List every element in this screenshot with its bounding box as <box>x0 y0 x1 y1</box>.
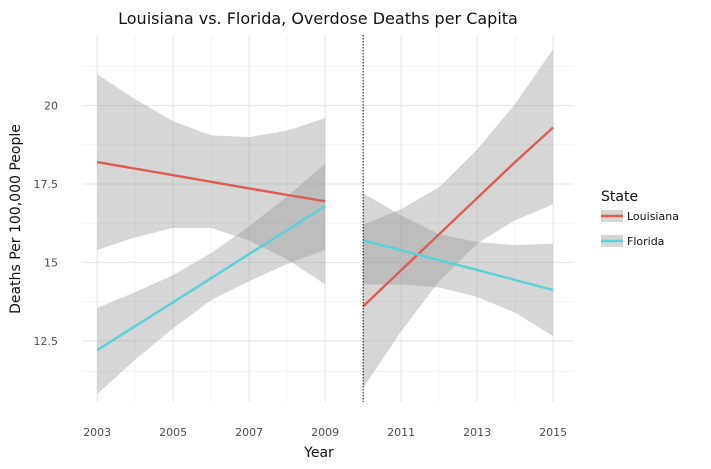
y-axis-ticks: 12.5 15 17.5 20 <box>34 100 59 348</box>
series-line-florida-2 <box>362 239 554 292</box>
y-tick-label: 12.5 <box>34 335 59 348</box>
y-tick-label: 15 <box>44 256 58 269</box>
x-tick-label: 2009 <box>311 426 339 439</box>
x-axis-ticks: 2003 2005 2007 2009 2011 2013 2015 <box>83 426 567 439</box>
x-tick-label: 2007 <box>235 426 263 439</box>
x-tick-label: 2005 <box>159 426 187 439</box>
series-lines <box>96 126 554 352</box>
x-tick-label: 2013 <box>463 426 491 439</box>
x-axis-title: Year <box>303 445 334 461</box>
series-line-louisiana-2 <box>362 126 554 308</box>
x-tick-label: 2015 <box>539 426 567 439</box>
legend-title: State <box>601 189 638 205</box>
legend-items: Louisiana Florida <box>601 210 679 248</box>
legend: State Louisiana Florida <box>601 189 679 248</box>
series-line-louisiana-1 <box>96 160 326 203</box>
legend-item-louisiana: Louisiana <box>601 210 679 223</box>
y-tick-label: 17.5 <box>34 178 59 191</box>
legend-label: Louisiana <box>627 210 679 223</box>
y-tick-label: 20 <box>44 100 58 113</box>
chart-title: Louisiana vs. Florida, Overdose Deaths p… <box>118 9 518 28</box>
series-line-florida-1 <box>96 204 326 352</box>
grid <box>82 35 574 402</box>
confidence-band-louisiana-1 <box>97 74 326 285</box>
x-tick-label: 2011 <box>387 426 415 439</box>
legend-label: Florida <box>627 235 664 248</box>
x-tick-label: 2003 <box>83 426 111 439</box>
y-axis-title: Deaths Per 100,000 People <box>8 124 24 314</box>
confidence-band-louisiana-2 <box>363 49 554 388</box>
legend-item-florida: Florida <box>601 235 664 248</box>
